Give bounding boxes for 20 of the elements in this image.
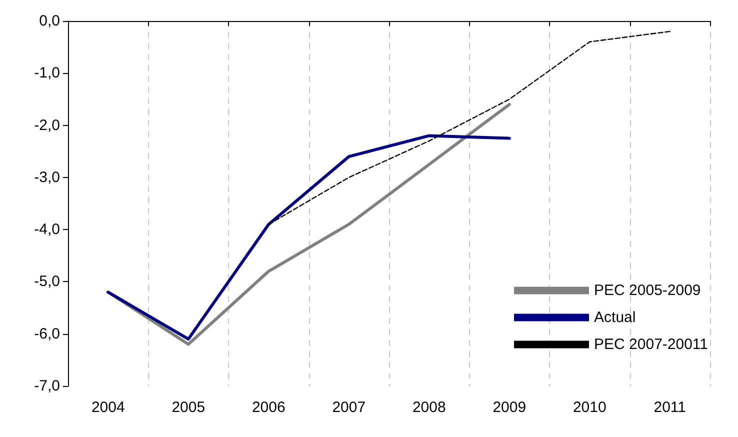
- x-tick-label: 2010: [572, 399, 606, 416]
- line-series: [268, 30, 670, 225]
- x-tick-label: 2008: [412, 399, 446, 416]
- legend-label: PEC 2007-20011: [594, 336, 708, 353]
- y-tick-label: -5,0: [34, 273, 60, 290]
- x-tick-label: 2006: [252, 399, 286, 416]
- x-tick-label: 2007: [332, 399, 366, 416]
- y-tick-label: 0,0: [39, 12, 60, 30]
- y-tick-label: -3,0: [34, 168, 60, 186]
- y-tick-label: -7,0: [34, 378, 60, 394]
- legend-label: PEC 2005-2009: [594, 282, 701, 299]
- x-tick-label: 2004: [91, 399, 125, 416]
- y-tick-label: -1,0: [34, 64, 60, 82]
- y-tick-label: -6,0: [34, 325, 60, 342]
- legend-label: Actual: [594, 309, 636, 326]
- y-tick-label: -4,0: [34, 221, 60, 238]
- x-tick-label: 2005: [172, 399, 206, 416]
- y-tick-label: -2,0: [34, 116, 60, 134]
- x-tick-label: 2011: [654, 399, 686, 416]
- x-tick-label: 2009: [492, 399, 526, 416]
